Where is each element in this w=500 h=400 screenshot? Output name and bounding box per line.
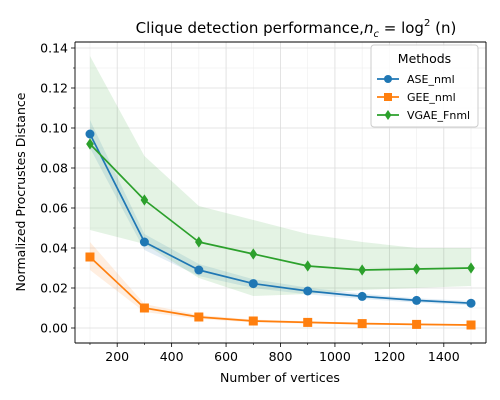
ticks: 200 400 600 800 1000 1200 1400 0.00 0.02 0.04 0.06… (40, 41, 472, 364)
chart-title-text: Clique detection performance, (136, 19, 364, 37)
chart-title: Clique detection performance,nc = log2 (… (136, 18, 457, 40)
data-point (85, 252, 95, 262)
series-line (89, 143, 472, 271)
chart-title-math-arg: (n) (430, 19, 456, 37)
data-point (140, 194, 149, 206)
y-tick-label: 0.06 (40, 201, 68, 216)
data-point (194, 265, 204, 275)
legend-marker (384, 110, 392, 120)
data-point (358, 264, 366, 276)
y-tick-label: 0.02 (40, 281, 68, 296)
chart-title-math-rhs: = log (379, 19, 424, 37)
x-tick-label: 1400 (428, 349, 460, 364)
data-point (248, 316, 258, 326)
series-markers (85, 129, 476, 330)
data-point (195, 236, 203, 248)
confidence-band (89, 120, 472, 306)
data-point (412, 295, 422, 305)
y-tick-label: 0.08 (40, 161, 68, 176)
series-line (89, 256, 472, 326)
data-point (357, 291, 367, 301)
x-tick-label: 1200 (373, 349, 405, 364)
x-tick-label: 1000 (319, 349, 351, 364)
legend-label: ASE_nml (407, 73, 455, 86)
series-lines (89, 133, 472, 326)
series-line (89, 133, 472, 305)
data-point (194, 312, 204, 322)
data-point (466, 320, 476, 330)
data-point (86, 138, 94, 150)
y-axis-label: Normalized Procrustes Distance (13, 92, 28, 291)
chart-title-math-base: n (364, 19, 374, 37)
data-point (303, 286, 313, 296)
legend-entries: ASE_nml GEE_nml VGAE_Fnml (377, 73, 470, 122)
legend-marker (384, 93, 392, 101)
data-point (412, 319, 422, 329)
x-tick-label: 400 (160, 349, 184, 364)
data-point (139, 303, 149, 313)
y-tick-label: 0.12 (40, 81, 68, 96)
legend: Methods ASE_nml GEE_nml VGAE_Fnml (370, 44, 479, 128)
y-tick-label: 0.14 (40, 41, 68, 56)
data-point (412, 263, 421, 275)
data-point (303, 260, 312, 272)
data-point (467, 262, 475, 274)
y-tick-label: 0.10 (40, 121, 68, 136)
x-axis-label: Number of vertices (220, 370, 340, 385)
x-tick-label: 600 (214, 349, 238, 364)
chart-title-math-sup: 2 (424, 18, 430, 29)
data-point (466, 298, 476, 308)
chart-title-math-sub: c (373, 29, 379, 40)
data-point (303, 317, 313, 327)
data-point (248, 279, 258, 289)
legend-marker (384, 75, 392, 83)
legend-label: GEE_nml (407, 91, 456, 104)
y-tick-label: 0.04 (40, 241, 68, 256)
legend-title: Methods (398, 51, 451, 66)
legend-frame (370, 44, 479, 128)
x-tick-label: 800 (269, 349, 293, 364)
data-point (139, 237, 149, 247)
confidence-bands (89, 56, 472, 326)
legend-label: VGAE_Fnml (407, 109, 470, 122)
y-tick-label: 0.00 (40, 321, 68, 336)
data-point (85, 129, 95, 139)
x-tick-label: 200 (105, 349, 129, 364)
confidence-band (89, 56, 472, 296)
data-point (249, 248, 258, 260)
data-point (357, 319, 367, 329)
